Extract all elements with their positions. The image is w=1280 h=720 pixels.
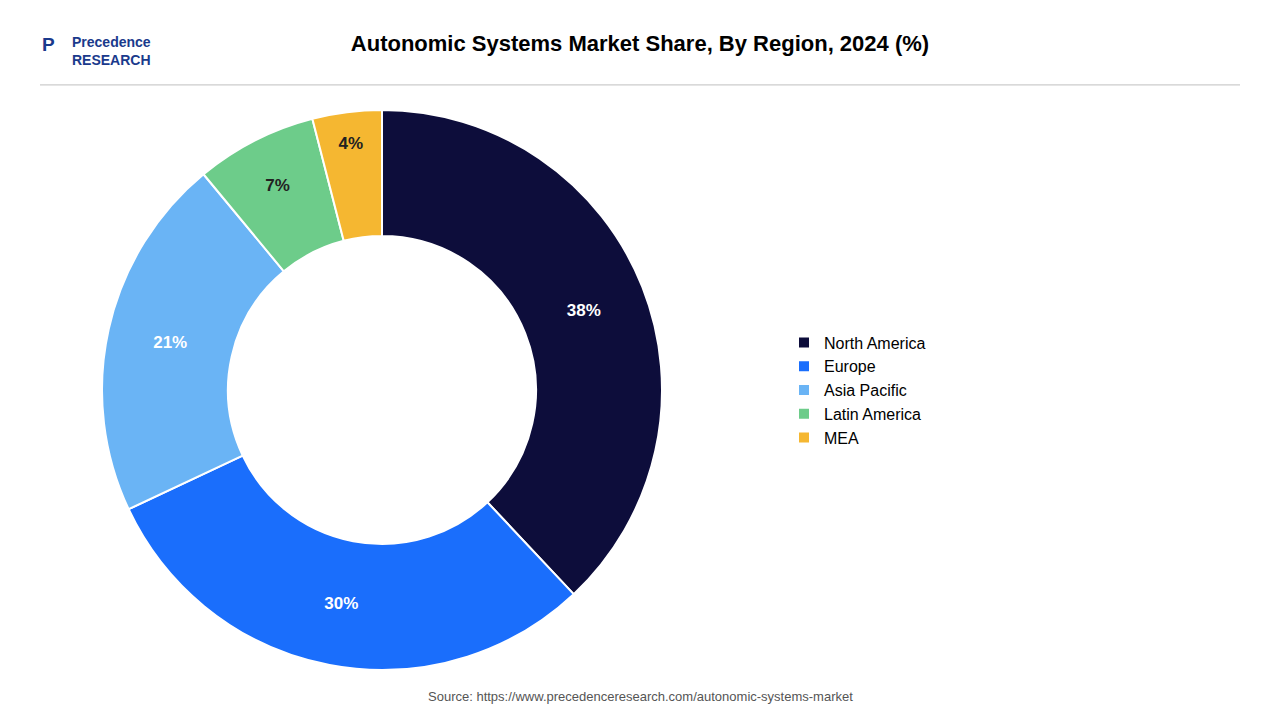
svg-text:MEA: MEA [824,430,859,447]
svg-text:North America: North America [824,335,925,352]
svg-text:7%: 7% [265,176,290,195]
svg-text:38%: 38% [567,301,601,320]
svg-text:Europe: Europe [824,358,876,375]
svg-text:30%: 30% [324,594,358,613]
svg-text:P: P [42,34,55,55]
svg-text:4%: 4% [339,134,364,153]
svg-text:21%: 21% [153,333,187,352]
svg-text:Latin America: Latin America [824,406,921,423]
svg-text:Source: https://www.precedence: Source: https://www.precedenceresearch.c… [428,689,853,704]
svg-text:Autonomic Systems Market Share: Autonomic Systems Market Share, By Regio… [351,31,929,56]
svg-text:Asia Pacific: Asia Pacific [824,382,907,399]
svg-text:PrecedenceRESEARCH: PrecedenceRESEARCH [72,34,151,68]
